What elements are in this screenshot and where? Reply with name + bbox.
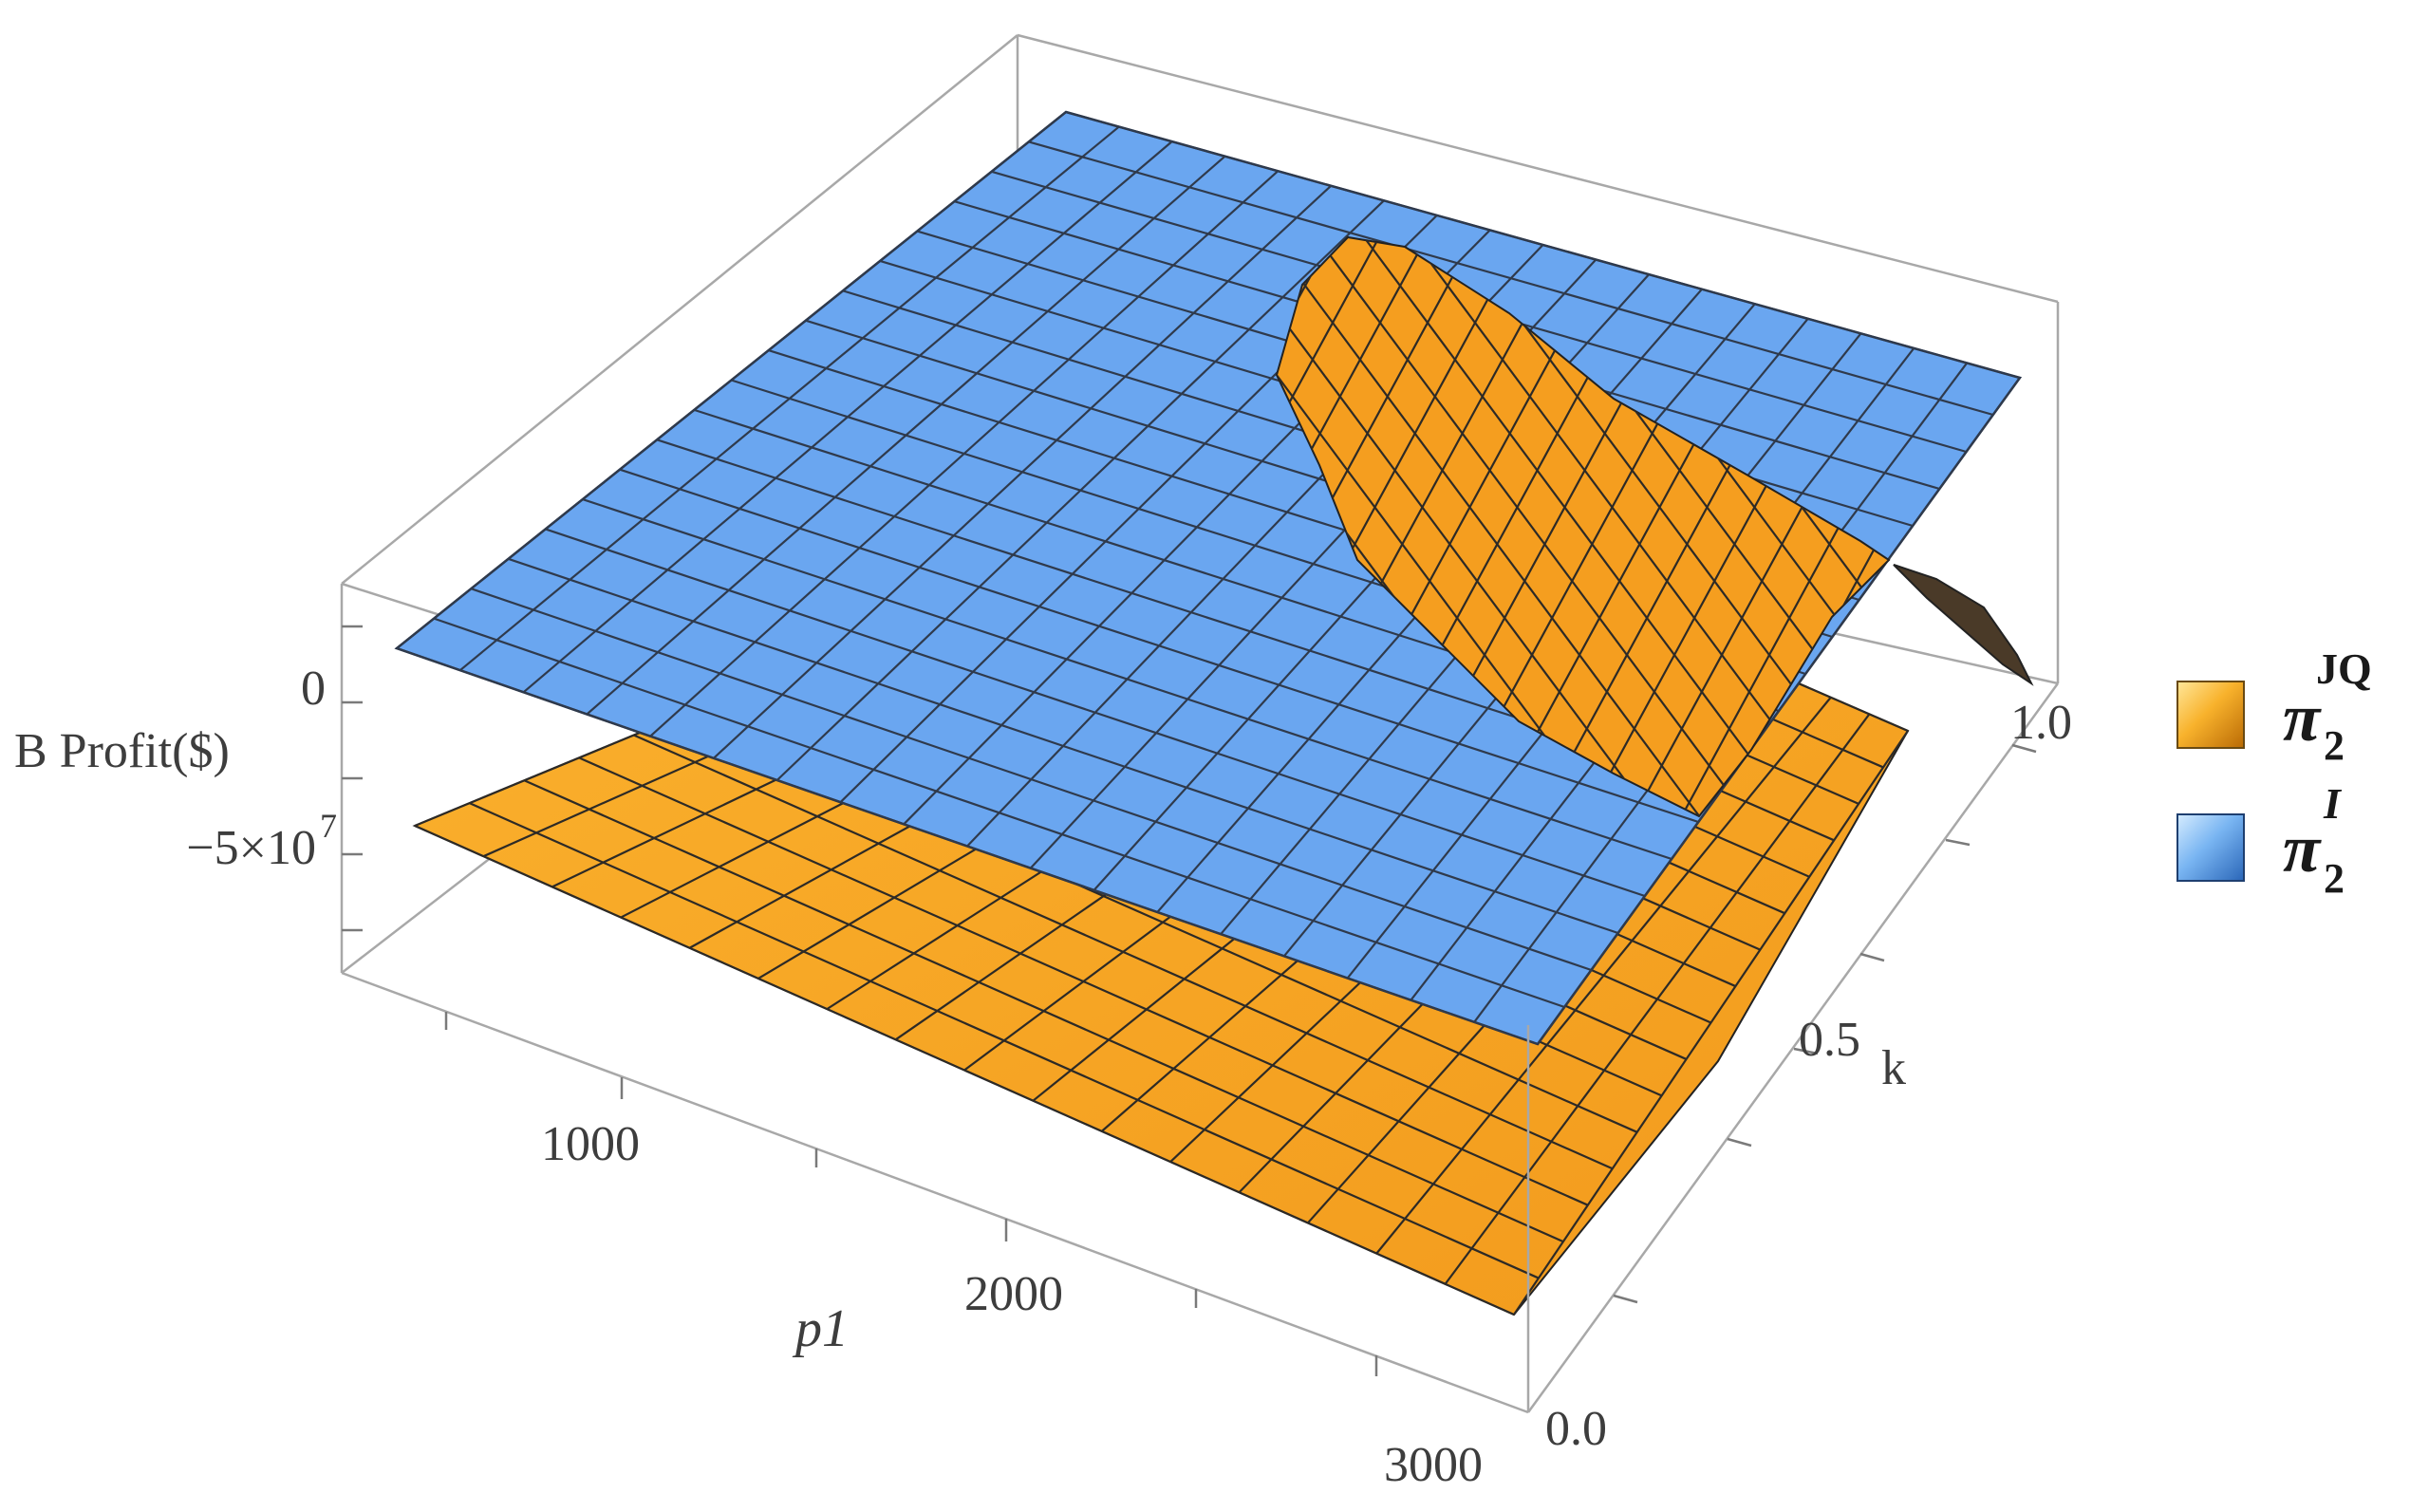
orange-top-gridline-b-36 — [2373, 190, 2410, 854]
surface-pi2-I — [394, 110, 2410, 1046]
orange-top-gridline-b-29 — [2041, 190, 2401, 854]
y-tick-label-2: 1.0 — [2010, 696, 2072, 750]
x-axis-ticks: 1000 2000 3000 — [541, 1117, 1483, 1492]
orange-top-gridline-a-33 — [2231, 190, 2410, 854]
orange-top-gridline-a-11 — [1277, 237, 1681, 816]
blue-gridline-v-13 — [582, 498, 1672, 861]
dark-fold — [1893, 564, 2034, 686]
legend: π 2 JQ π 2 I — [2176, 644, 2372, 902]
orange-top-gridline-a-31 — [2136, 190, 2410, 854]
z-axis-ticks: 0 −5×10 7 — [186, 662, 337, 875]
blue-gridline-v-18 — [396, 646, 1539, 1046]
svg-text:π: π — [2283, 811, 2322, 887]
y-axis-title: k — [1881, 1041, 1906, 1095]
orange-top-gridline-b-8 — [1277, 237, 1406, 816]
orange-lower-gridline-v-16 — [1513, 730, 1909, 1316]
orange-top-gridline-a-36 — [2373, 190, 2410, 854]
x-axis-title: p1 — [792, 1299, 849, 1358]
x-tick-label-2: 3000 — [1384, 1438, 1483, 1492]
z-tick-label-0: 0 — [301, 662, 326, 716]
blue-gridline-v-16 — [470, 588, 1592, 972]
blue-gridline-v-17 — [433, 617, 1565, 1009]
orange-top-gridline-b-27 — [1946, 190, 2307, 854]
blue-gridline-v-0 — [1065, 110, 2021, 380]
orange-top-gridline-a-13 — [1280, 237, 1776, 816]
orange-top-gridline-a-12 — [1277, 237, 1728, 816]
orange-top-gridline-a-30 — [2088, 190, 2410, 854]
tick-marks — [342, 625, 2037, 1376]
svg-text:2: 2 — [2324, 722, 2345, 769]
svg-text:π: π — [2283, 680, 2322, 756]
blue-gridline-v-12 — [619, 468, 1699, 824]
legend-swatch-orange — [2176, 681, 2245, 749]
blue-gridline-v-1 — [1028, 140, 1994, 417]
orange-top-gridline-b-30 — [2088, 190, 2410, 854]
orange-top-gridline-b-31 — [2136, 190, 2410, 854]
y-axis-ticks: 0.0 0.5 1.0 — [1545, 696, 2072, 1456]
legend-swatch-blue — [2176, 813, 2245, 882]
z-axis-title: B Profit($) — [14, 724, 230, 778]
orange-top-gridline-b-20 — [1613, 237, 1889, 816]
orange-lower-gridline-v-15 — [1444, 713, 1871, 1285]
orange-top-gridline-a-14 — [1328, 237, 1823, 816]
y-tick-label-1: 0.5 — [1799, 1013, 1860, 1067]
orange-top-gridline-b-9 — [1277, 237, 1453, 816]
legend-item-pi2-JQ: π 2 JQ — [2176, 644, 2372, 769]
svg-text:I: I — [2323, 779, 2343, 828]
blue-gridline-v-14 — [545, 528, 1646, 898]
orange-top-gridline-b-26 — [1898, 190, 2259, 854]
bounding-box-front — [341, 682, 2060, 1414]
legend-item-pi2-I: π 2 I — [2176, 779, 2345, 902]
z-tick-label-1: −5×10 — [186, 821, 316, 875]
orange-top-gridline-a-28 — [1993, 190, 2410, 854]
orange-top-gridline-a-29 — [2041, 190, 2410, 854]
y-tick-label-0: 0.0 — [1545, 1402, 1607, 1456]
svg-text:2: 2 — [2324, 855, 2345, 902]
svg-text:JQ: JQ — [2316, 644, 2372, 693]
orange-top-gridline-b-33 — [2231, 190, 2410, 854]
x-tick-label-0: 1000 — [541, 1117, 640, 1171]
z-tick-label-1-exponent: 7 — [320, 807, 337, 845]
x-tick-label-1: 2000 — [964, 1267, 1063, 1321]
blue-gridline-v-15 — [508, 557, 1619, 935]
orange-top-gridline-b-11 — [1277, 237, 1548, 816]
orange-lower-gridline-v-14 — [1375, 697, 1832, 1255]
orange-top-gridline-a-25 — [1850, 237, 1889, 816]
